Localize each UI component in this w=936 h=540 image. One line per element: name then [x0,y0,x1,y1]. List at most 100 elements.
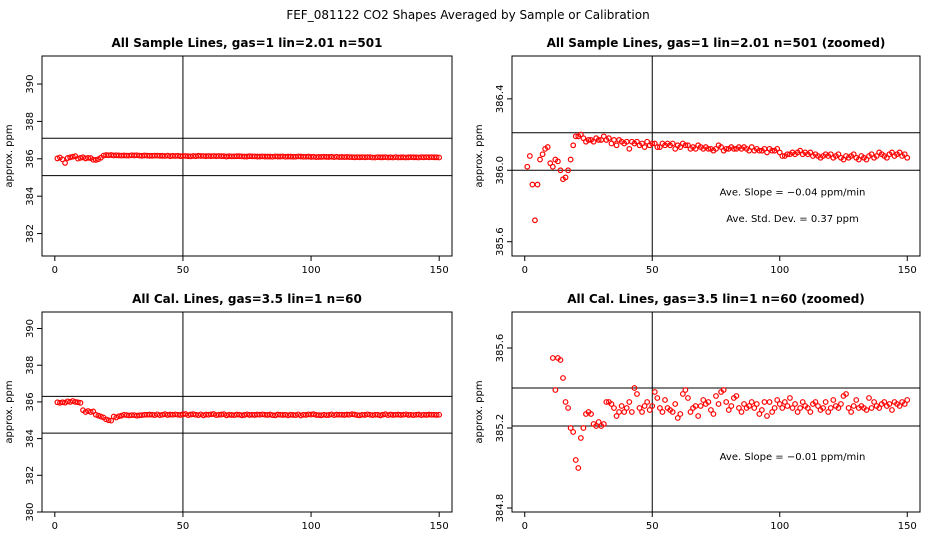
y-axis-label: approx. ppm [4,380,15,443]
data-point [904,397,911,403]
x-tick-label: 150 [898,265,917,276]
data-point [595,137,602,143]
data-point [92,157,99,163]
data-point [59,399,66,406]
data-point [804,405,811,411]
data-point [565,405,571,411]
data-point [776,401,783,407]
data-point [654,144,661,150]
data-point [736,405,742,411]
x-tick-label: 100 [770,265,789,276]
data-point [555,158,561,165]
data-point [623,405,630,411]
data-point [789,405,796,411]
data-point [730,145,737,152]
data-point [532,217,538,224]
data-point [613,413,620,419]
data-point [868,405,875,411]
panel-title: All Sample Lines, gas=1 lin=2.01 n=501 [112,36,383,50]
data-point [812,399,819,405]
data-point [641,144,648,150]
data-point [87,409,94,415]
data-point [682,387,689,393]
data-point [774,397,781,403]
data-point [792,401,798,407]
y-tick-label: 382 [25,224,36,243]
y-tick-label: 388 [25,356,36,375]
data-point [662,397,668,403]
data-point [822,399,829,405]
data-point [631,385,638,391]
data-point [725,407,732,413]
x-tick-label: 0 [52,521,58,532]
data-point [180,411,186,418]
data-point [595,419,602,425]
data-point [92,411,99,418]
data-point [756,411,763,417]
data-point [644,399,651,405]
y-tick-label: 386.4 [495,85,506,114]
data-point [565,167,571,174]
data-point [588,411,594,417]
data-point [560,375,566,381]
data-point [669,409,676,415]
data-point [77,399,84,406]
data-point [695,413,702,419]
y-tick-label: 390 [25,74,36,93]
data-point [827,405,834,411]
data-point [896,403,903,409]
data-point [845,405,852,411]
data-point [779,153,786,159]
data-point [904,154,911,161]
x-tick-label: 150 [430,265,449,276]
x-tick-label: 0 [52,265,58,276]
data-point [820,405,826,411]
data-point [769,409,775,415]
data-point [208,411,215,418]
data-point [349,411,355,418]
data-point [746,403,753,409]
data-point [567,425,574,431]
plot-frame [511,311,921,513]
data-point [436,411,443,418]
data-point [115,413,122,420]
data-point [710,411,717,417]
data-point [233,411,240,418]
data-point [741,401,747,407]
data-point [156,412,163,419]
data-point [649,140,656,147]
data-point [723,145,730,152]
data-point [611,405,617,411]
data-point [720,387,727,393]
data-point [835,405,842,411]
y-tick-label: 386 [25,392,36,411]
y-tick-label: 386.0 [495,156,506,185]
data-point [881,399,888,405]
data-point [807,409,814,415]
data-point [570,142,577,149]
y-tick-label: 388 [25,112,36,131]
x-tick-label: 50 [646,265,659,276]
data-point [377,412,384,419]
data-point [751,405,758,411]
data-point [674,415,681,421]
data-point [799,399,806,405]
data-point [669,140,676,147]
data-point [626,399,633,405]
panel-title: All Cal. Lines, gas=3.5 lin=1 n=60 (zoom… [567,292,865,306]
data-point [177,412,184,418]
data-point [654,395,661,401]
data-point [733,393,740,399]
data-point [759,407,765,413]
data-point [526,153,533,159]
data-point [105,417,112,424]
data-point [608,401,615,407]
data-point [639,409,645,415]
data-point [863,407,870,413]
data-point [672,401,679,407]
x-tick-label: 100 [770,521,789,532]
data-point [64,155,71,161]
data-point [103,416,109,423]
data-point [636,405,643,411]
